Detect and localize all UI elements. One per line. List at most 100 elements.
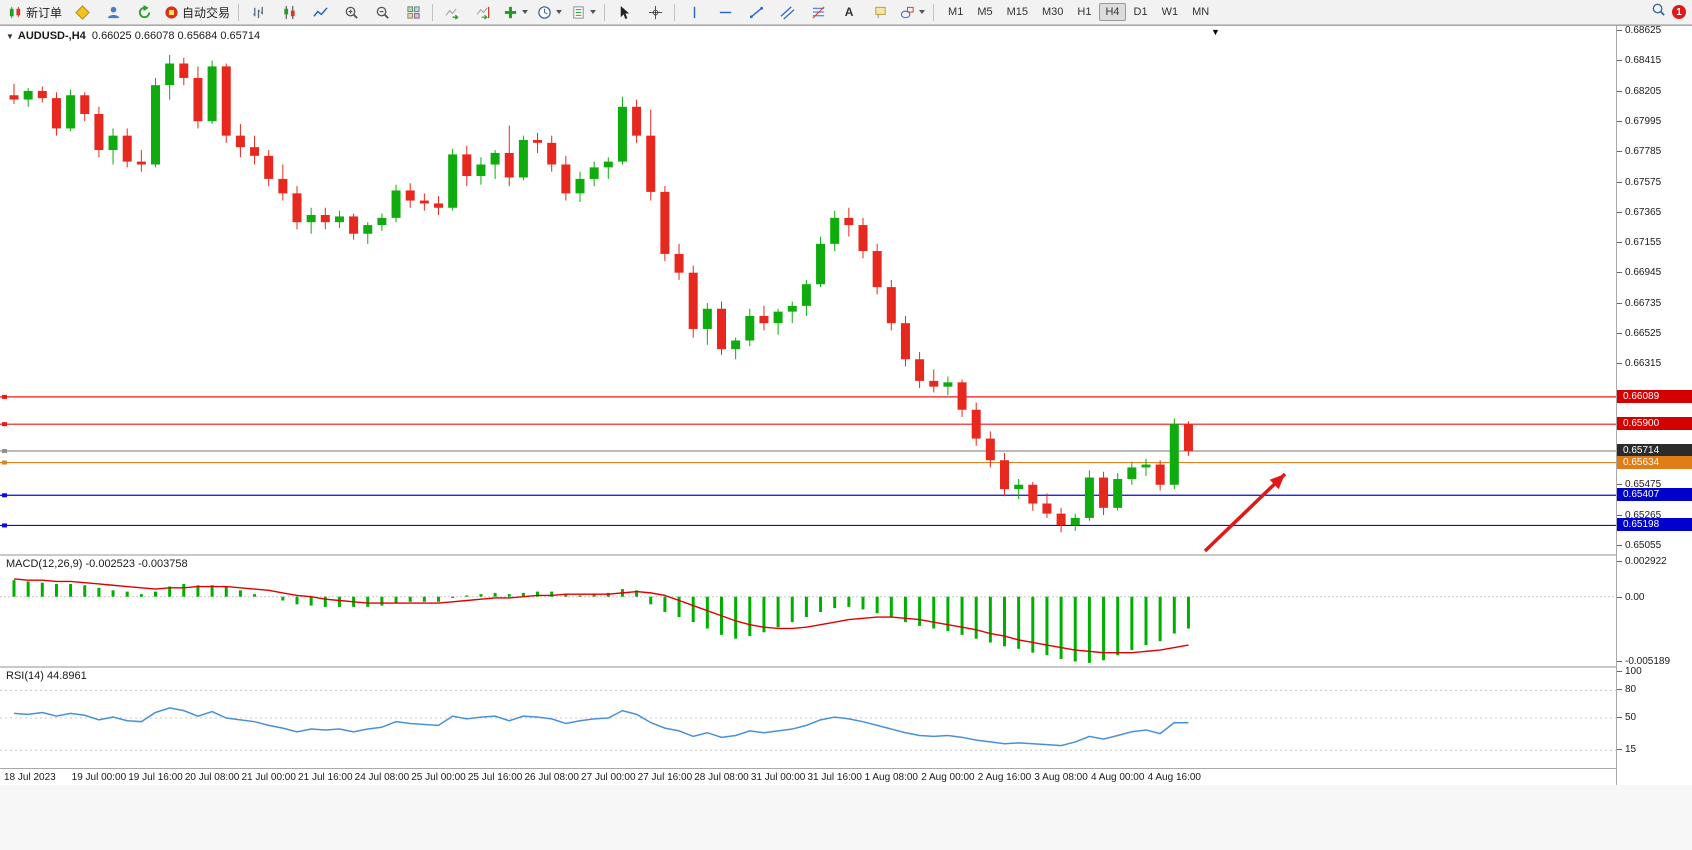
profile-button[interactable] xyxy=(98,1,128,23)
refresh-button[interactable] xyxy=(129,1,159,23)
time-axis-label: 28 Jul 08:00 xyxy=(694,772,749,783)
resistance-line-badge: 0.65900 xyxy=(1617,417,1692,431)
timeframe-h4-button[interactable]: H4 xyxy=(1099,3,1126,21)
trendline-tool-button[interactable] xyxy=(741,1,771,23)
chevron-down-icon xyxy=(919,10,926,14)
time-axis-label: 2 Aug 16:00 xyxy=(977,772,1032,783)
chevron-down-icon xyxy=(556,10,563,14)
level-line-badge: 0.65634 xyxy=(1617,455,1692,469)
timeframe-m15-button[interactable]: M15 xyxy=(1006,6,1028,18)
trendline-icon xyxy=(749,5,764,20)
timeframe-h1-button[interactable]: H1 xyxy=(1077,6,1092,18)
price-tick-label: 0.67995 xyxy=(1616,115,1662,127)
main-chart-canvas[interactable] xyxy=(0,26,1617,554)
time-axis-label: 1 Aug 08:00 xyxy=(864,772,918,783)
channel-tool-button[interactable] xyxy=(772,1,802,23)
time-axis-label: 25 Jul 16:00 xyxy=(467,772,523,783)
channel-icon xyxy=(780,5,795,20)
indicators-button[interactable] xyxy=(499,1,532,23)
vertical-line-tool-button[interactable] xyxy=(679,1,709,23)
cursor-button[interactable] xyxy=(609,1,639,23)
crosshair-icon xyxy=(648,5,663,20)
rsi-scale-label: 50 xyxy=(1616,712,1637,723)
zoom-out-button[interactable] xyxy=(367,1,397,23)
text-tool-button[interactable]: A xyxy=(834,1,864,23)
macd-scale-label: -0.005189 xyxy=(1616,656,1671,667)
chart-shift-button[interactable] xyxy=(468,1,498,23)
toolbar-separator xyxy=(604,3,606,21)
toolbar-separator xyxy=(674,3,676,21)
zoom-in-button[interactable] xyxy=(336,1,366,23)
shapes-tool-button[interactable] xyxy=(896,1,929,23)
toolbar-right-group: 1 xyxy=(1651,0,1686,24)
time-axis-label: 4 Aug 16:00 xyxy=(1147,772,1201,783)
time-axis-label: 18 Jul 2023 xyxy=(4,772,56,783)
timeframe-w1-button[interactable]: W1 xyxy=(1161,6,1179,18)
price-tick-label: 0.66735 xyxy=(1616,297,1662,309)
rsi-chart-canvas[interactable] xyxy=(0,668,1617,768)
chart-corner-dropdown-icon[interactable]: ▼ xyxy=(1211,27,1220,37)
market-watch-button[interactable] xyxy=(67,1,97,23)
chart-shift-icon xyxy=(476,5,491,20)
rsi-panel-label: RSI(14) 44.8961 xyxy=(6,670,87,682)
macd-label: MACD(12,26,9) xyxy=(6,558,83,570)
time-axis-label: 3 Aug 08:00 xyxy=(1034,772,1088,783)
crosshair-button[interactable] xyxy=(640,1,670,23)
autotrading-button[interactable]: 自动交易 xyxy=(160,1,234,23)
time-axis-label: 27 Jul 16:00 xyxy=(637,772,693,783)
notification-badge[interactable]: 1 xyxy=(1672,5,1686,19)
pane-divider[interactable] xyxy=(0,554,1617,556)
time-axis-label: 24 Jul 08:00 xyxy=(354,772,410,783)
macd-scale-label: 0.002922 xyxy=(1617,556,1667,567)
timeframe-m30-button[interactable]: M30 xyxy=(1042,6,1064,18)
autotrading-label: 自动交易 xyxy=(182,5,231,20)
timeframe-d1-button[interactable]: D1 xyxy=(1133,6,1148,18)
time-axis-label: 21 Jul 16:00 xyxy=(298,772,353,783)
price-tick-label: 0.67155 xyxy=(1616,237,1662,249)
bar-chart-button[interactable] xyxy=(243,1,273,23)
rsi-scale-label: 100 xyxy=(1617,666,1642,677)
clock-icon xyxy=(537,5,552,20)
new-order-icon xyxy=(8,5,23,20)
macd-chart-canvas[interactable] xyxy=(0,556,1617,666)
fibonacci-tool-button[interactable] xyxy=(803,1,833,23)
time-axis-label: 19 Jul 00:00 xyxy=(71,772,127,783)
price-tick-label: 0.65475 xyxy=(1616,479,1662,491)
bar-chart-icon xyxy=(251,5,266,20)
timeframe-m5-button[interactable]: M5 xyxy=(977,6,993,18)
support-line-badge: 0.65407 xyxy=(1617,488,1692,502)
price-tick-label: 0.66315 xyxy=(1616,358,1662,370)
toolbar-separator xyxy=(238,3,240,21)
auto-scroll-button[interactable] xyxy=(437,1,467,23)
timeframe-mn-button[interactable]: MN xyxy=(1192,6,1210,18)
zoom-in-icon xyxy=(344,5,359,20)
periods-button[interactable] xyxy=(533,1,566,23)
time-axis-label: 25 Jul 00:00 xyxy=(411,772,466,783)
timeframe-m1-button[interactable]: M1 xyxy=(948,6,964,18)
search-icon[interactable] xyxy=(1651,2,1666,22)
autotrading-icon xyxy=(164,5,179,20)
time-axis-label: 31 Jul 00:00 xyxy=(750,772,806,783)
line-chart-button[interactable] xyxy=(305,1,335,23)
templates-button[interactable] xyxy=(567,1,600,23)
candlestick-chart-button[interactable] xyxy=(274,1,304,23)
horizontal-line-tool-button[interactable] xyxy=(710,1,740,23)
line-chart-icon xyxy=(312,5,328,20)
time-axis-label: 27 Jul 00:00 xyxy=(581,772,636,783)
refresh-icon xyxy=(137,4,152,20)
macd-values: -0.002523 -0.003758 xyxy=(85,558,188,570)
support-line-badge: 0.65198 xyxy=(1617,518,1692,532)
rsi-scale-label: 15 xyxy=(1616,744,1637,756)
candlestick-chart-icon xyxy=(282,5,297,20)
price-scale[interactable]: 0.68625 0.68415 0.68205 0.67995 0.67785 0.675… xyxy=(1616,25,1692,785)
rsi-label: RSI(14) xyxy=(6,670,44,682)
tile-windows-button[interactable] xyxy=(398,1,428,23)
collapse-arrow-icon[interactable]: ▼ xyxy=(6,32,14,41)
label-tool-button[interactable] xyxy=(865,1,895,23)
price-tick-label: 0.68625 xyxy=(1616,25,1662,37)
time-axis[interactable]: 18 Jul 2023 19 Jul 00:00 19 Jul 16:00 20 Ju… xyxy=(0,768,1617,785)
pane-divider[interactable] xyxy=(0,666,1617,668)
chevron-down-icon xyxy=(590,10,597,14)
new-order-button[interactable]: 新订单 xyxy=(4,1,66,23)
symbol-label: AUDUSD-,H4 xyxy=(17,30,86,42)
